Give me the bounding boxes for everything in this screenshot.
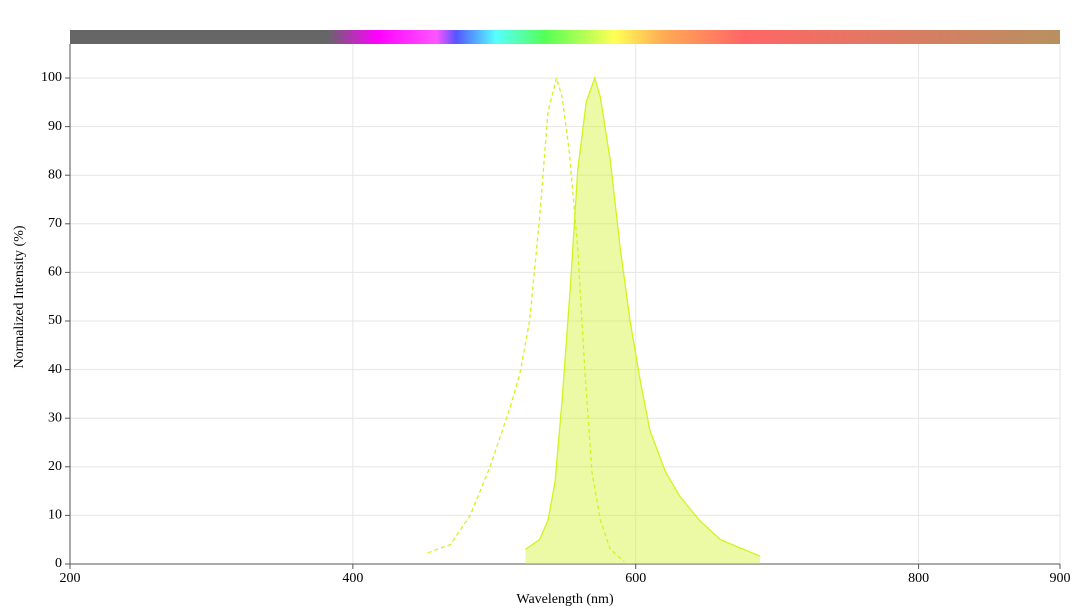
- x-tick-label: 800: [908, 571, 929, 586]
- emission-area: [525, 78, 761, 564]
- emission-line: [525, 75, 761, 557]
- y-tick-label: 90: [48, 119, 62, 134]
- y-tick-label: 70: [48, 216, 62, 231]
- x-tick-label: 200: [60, 571, 81, 586]
- y-tick-label: 60: [48, 265, 62, 280]
- x-tick-label: 400: [342, 571, 363, 586]
- y-tick-label: 20: [48, 459, 62, 474]
- x-tick-label: 900: [1050, 571, 1071, 586]
- excitation-line: [427, 75, 625, 563]
- x-axis-label: Wavelength (nm): [516, 592, 614, 607]
- y-axis-label: Normalized Intensity (%): [12, 225, 27, 368]
- y-tick-label: 40: [48, 362, 62, 377]
- y-tick-label: 10: [48, 508, 62, 523]
- y-tick-label: 100: [41, 70, 62, 85]
- y-tick-label: 50: [48, 313, 62, 328]
- spectrum-bar: [70, 30, 1060, 44]
- y-tick-label: 80: [48, 167, 62, 182]
- y-tick-label: 0: [55, 556, 62, 571]
- x-tick-label: 600: [625, 571, 646, 586]
- y-tick-label: 30: [48, 410, 62, 425]
